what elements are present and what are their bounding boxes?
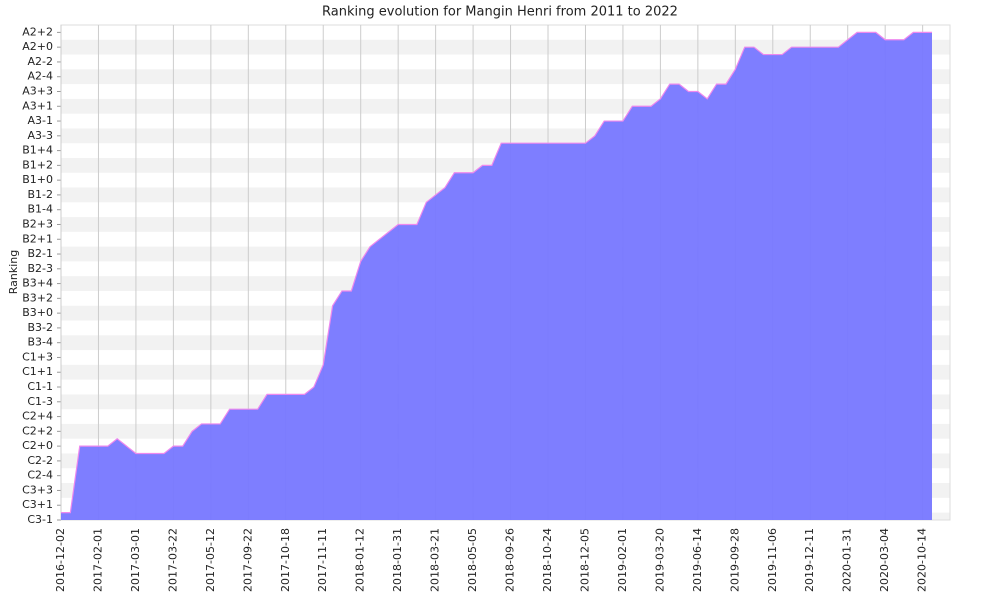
x-tick-label: 2018-01-12 bbox=[354, 528, 367, 592]
x-tick-label: 2017-05-12 bbox=[204, 528, 217, 592]
y-tick-label: B1-2 bbox=[27, 188, 53, 201]
x-tick-label: 2017-09-22 bbox=[241, 528, 254, 592]
x-tick-label: 2018-05-05 bbox=[466, 528, 479, 592]
area-edge bbox=[61, 31, 932, 514]
y-tick-label: B1+0 bbox=[22, 173, 53, 186]
y-tick-label: A3+1 bbox=[22, 99, 53, 112]
x-tick-label: 2020-10-14 bbox=[916, 528, 929, 592]
y-tick-label: B2-3 bbox=[27, 262, 53, 275]
x-tick-label: 2019-03-20 bbox=[653, 528, 666, 592]
x-tick-label: 2020-01-31 bbox=[841, 528, 854, 592]
y-tick-label: B3+4 bbox=[22, 277, 53, 290]
y-tick-label: B3-4 bbox=[27, 336, 53, 349]
y-tick-label: B3-2 bbox=[27, 321, 53, 334]
y-tick-label: B2-1 bbox=[27, 247, 53, 260]
y-tick-label: C1-3 bbox=[27, 395, 53, 408]
area bbox=[61, 32, 932, 520]
x-tick-label: 2016-12-02 bbox=[54, 528, 67, 592]
x-tick-label: 2017-11-11 bbox=[316, 528, 329, 592]
y-tick-label: C2-4 bbox=[27, 469, 53, 482]
grid-band bbox=[61, 39, 950, 55]
chart-title: Ranking evolution for Mangin Henri from … bbox=[322, 5, 678, 20]
y-tick-label: B2+1 bbox=[22, 232, 53, 245]
x-tick-label: 2017-03-22 bbox=[166, 528, 179, 592]
y-tick-label: B1-4 bbox=[27, 203, 53, 216]
y-tick-label: C3-1 bbox=[27, 513, 53, 526]
y-tick-label: A3+3 bbox=[22, 84, 53, 97]
x-tick-label: 2018-12-05 bbox=[578, 528, 591, 592]
y-tick-label: B3+0 bbox=[22, 306, 53, 319]
y-tick-label: C2+0 bbox=[22, 439, 53, 452]
y-tick-label: A2-2 bbox=[28, 55, 54, 68]
y-tick-label: B3+2 bbox=[22, 291, 53, 304]
x-tick-label: 2018-10-24 bbox=[541, 528, 554, 592]
y-tick-label: C2+2 bbox=[22, 424, 53, 437]
x-tick-label: 2019-12-11 bbox=[803, 528, 816, 592]
x-tick-label: 2020-03-04 bbox=[878, 528, 891, 592]
x-tick-label: 2018-03-21 bbox=[429, 528, 442, 592]
y-tick-label: B2+3 bbox=[22, 217, 53, 230]
x-tick-label: 2017-02-01 bbox=[91, 528, 104, 592]
y-tick-label: C3+3 bbox=[22, 483, 53, 496]
x-tick-label: 2017-03-01 bbox=[129, 528, 142, 592]
y-tick-label: A2+0 bbox=[22, 40, 53, 53]
y-tick-label: B1+2 bbox=[22, 158, 53, 171]
y-tick-label: B1+4 bbox=[22, 144, 53, 157]
y-tick-label: C2+4 bbox=[22, 410, 53, 423]
y-tick-label: C3+1 bbox=[22, 498, 53, 511]
y-axis-title: Ranking bbox=[7, 250, 20, 295]
y-tick-label: A2+2 bbox=[22, 25, 53, 38]
y-tick-label: C1-1 bbox=[27, 380, 53, 393]
y-tick-label: A3-1 bbox=[28, 114, 54, 127]
x-tick-label: 2019-06-14 bbox=[691, 528, 704, 592]
y-tick-label: C1+3 bbox=[22, 350, 53, 363]
x-tick-label: 2017-10-18 bbox=[279, 528, 292, 592]
y-tick-label: A3-3 bbox=[28, 129, 54, 142]
y-tick-label: C2-2 bbox=[27, 454, 53, 467]
x-tick-label: 2019-02-01 bbox=[616, 528, 629, 592]
y-tick-label: C1+1 bbox=[22, 365, 53, 378]
x-tick-label: 2018-01-31 bbox=[391, 528, 404, 592]
x-tick-label: 2018-09-26 bbox=[504, 528, 517, 592]
y-tick-label: A2-4 bbox=[28, 70, 54, 83]
x-tick-label: 2019-09-28 bbox=[728, 528, 741, 592]
x-tick-label: 2019-11-06 bbox=[766, 528, 779, 592]
